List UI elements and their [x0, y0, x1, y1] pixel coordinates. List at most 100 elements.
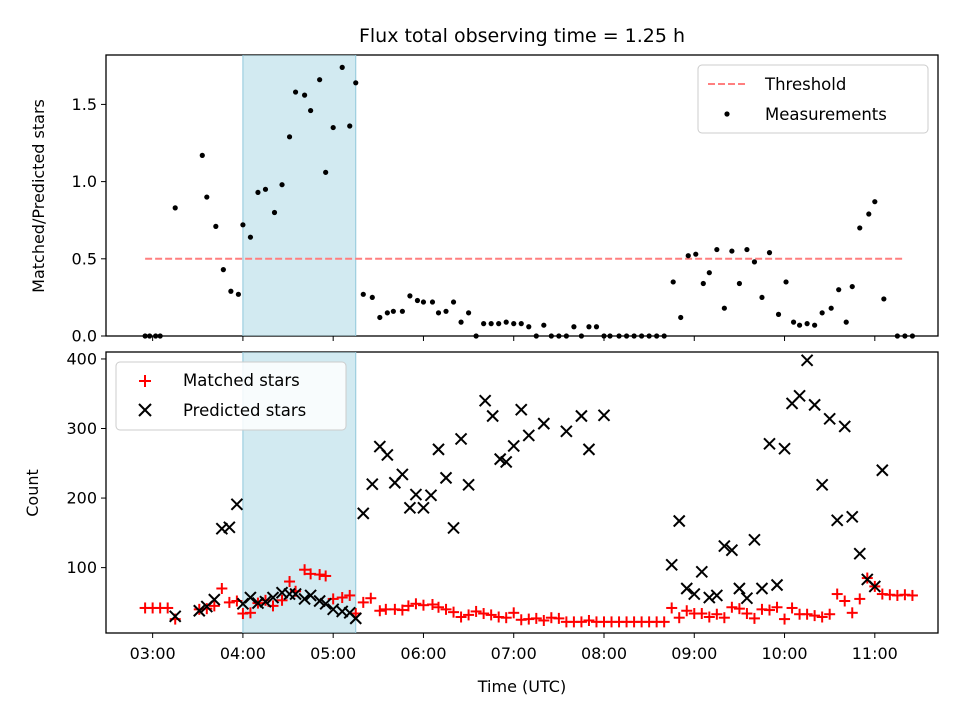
matched-legend-label: Matched stars — [183, 371, 300, 390]
measurement-point — [721, 305, 727, 311]
predicted-star-stroke — [695, 565, 708, 578]
predicted-star-point — [223, 521, 236, 534]
predicted-star-point — [230, 498, 244, 511]
predicted-star-stroke — [208, 593, 221, 606]
matched-star-point — [771, 601, 783, 613]
predicted-star-point — [193, 604, 206, 617]
predicted-star-stroke — [740, 592, 754, 605]
predicted-star-stroke — [800, 354, 814, 367]
measurement-point — [872, 199, 878, 205]
predicted-star-point — [439, 471, 453, 485]
measurement-point — [548, 333, 554, 339]
measurement-point — [488, 321, 494, 327]
bottom-y-tick-label: 100 — [66, 558, 97, 577]
measurement-point — [157, 333, 163, 339]
measurement-point — [292, 89, 299, 95]
bottom-legend: Matched stars Predicted stars — [115, 361, 347, 431]
matched-star-point — [357, 596, 369, 608]
predicted-star-stroke — [478, 394, 492, 407]
measurement-point — [601, 333, 607, 339]
measurement-point — [714, 246, 720, 253]
predicted-star-stroke — [447, 521, 460, 535]
bottom-y-axis-label: Count — [23, 469, 42, 517]
measurement-point — [881, 296, 887, 302]
predicted-star-stroke — [793, 389, 806, 403]
predicted-star-point — [366, 477, 379, 491]
bottom-axes-frame — [105, 351, 939, 634]
predicted-star-point — [695, 565, 708, 578]
measurement-point — [213, 223, 219, 229]
predicted-star-point — [304, 589, 317, 602]
predicted-star-stroke — [680, 582, 693, 595]
bottom-x-tick-label: 10:00 — [761, 644, 807, 663]
matched-star-point — [530, 612, 542, 624]
predicted-star-point — [298, 592, 311, 606]
matched-legend-marker — [139, 375, 151, 387]
predicted-star-stroke — [673, 514, 686, 528]
predicted-star-stroke — [718, 539, 731, 553]
measurement-point — [902, 333, 908, 339]
predicted-star-point — [326, 603, 340, 616]
predicted-star-point — [169, 610, 182, 623]
measurement-point — [894, 333, 900, 339]
predicted-star-stroke — [815, 478, 829, 492]
bottom-x-tick-label: 03:00 — [130, 644, 176, 663]
matched-star-point — [208, 600, 220, 612]
measurement-point — [678, 314, 684, 321]
measurement-point — [369, 294, 375, 301]
predicted-star-stroke — [432, 443, 445, 456]
measurement-point — [199, 152, 205, 158]
measurement-point — [271, 209, 278, 216]
predicted-star-stroke — [733, 582, 746, 595]
predicted-star-point — [725, 544, 739, 557]
measurement-point — [849, 283, 855, 290]
measurement-point — [819, 310, 825, 316]
predicted-star-point — [266, 591, 280, 604]
matched-star-point — [320, 570, 332, 582]
matched-star-point — [583, 614, 595, 626]
measurement-point — [443, 308, 449, 314]
predicted-star-stroke — [560, 425, 573, 438]
measurement-point — [429, 299, 436, 305]
matched-star-point — [831, 588, 843, 600]
measurement-point — [631, 333, 637, 339]
matched-star-point — [779, 613, 791, 625]
predicted-star-point — [740, 592, 754, 605]
matched-star-point — [396, 604, 408, 616]
top-plot-area: 0.0 0.5 1.0 1.5 — [72, 55, 916, 346]
measurement-point — [670, 279, 676, 285]
bottom-x-tick-label: 07:00 — [491, 644, 537, 663]
measurement-point — [235, 291, 241, 297]
predicted-star-stroke — [439, 471, 453, 485]
predicted-star-point — [313, 594, 326, 608]
predicted-star-stroke — [349, 612, 362, 625]
predicted-star-stroke — [304, 589, 317, 602]
measurement-point — [828, 305, 834, 311]
measurement-point — [147, 333, 153, 339]
measurement-point — [706, 270, 712, 276]
measurement-point — [153, 333, 159, 339]
matched-star-point — [410, 598, 422, 610]
measurement-point — [639, 333, 645, 339]
matched-star-point — [816, 611, 828, 623]
measurement-point — [866, 211, 872, 217]
predicted-star-stroke — [215, 522, 229, 535]
top-axes-frame — [105, 54, 939, 337]
top-y-tick-label: 0.0 — [72, 327, 97, 346]
predicted-star-point — [432, 443, 445, 456]
matched-star-point — [455, 611, 467, 623]
predicted-star-point — [244, 591, 257, 604]
matched-star-point — [463, 609, 475, 621]
measurement-point — [541, 322, 547, 328]
predicted-star-stroke — [403, 501, 417, 515]
predicted-legend-marker — [138, 403, 152, 417]
measurement-point — [496, 321, 502, 327]
matched-star-point — [681, 605, 693, 617]
measurement-point — [556, 333, 562, 339]
bottom-x-tick-label: 08:00 — [581, 644, 627, 663]
bottom-legend-box — [115, 361, 347, 431]
measurement-point — [347, 123, 353, 129]
measurement-point — [330, 124, 336, 131]
bottom-y-tick-label: 300 — [66, 419, 97, 438]
matched-star-point — [748, 612, 760, 624]
